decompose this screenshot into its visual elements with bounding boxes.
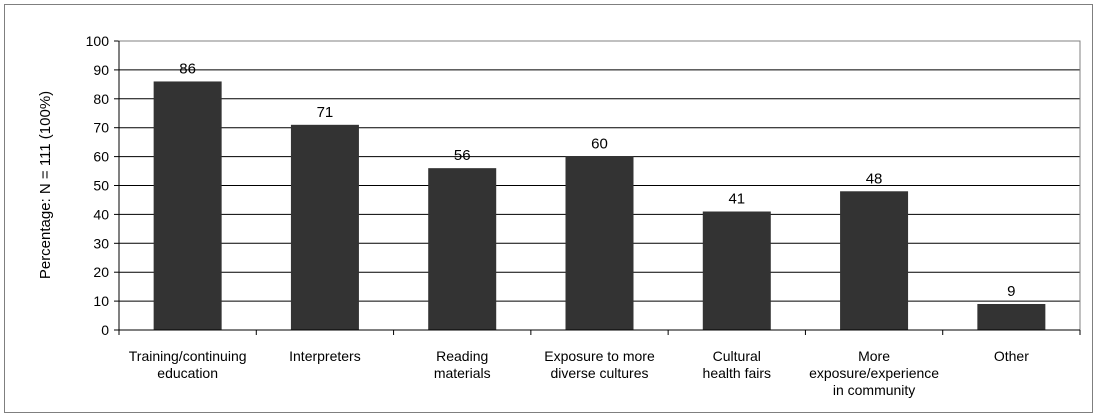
y-tick-label: 90 <box>93 62 109 78</box>
bar <box>840 191 909 330</box>
bar <box>290 124 359 330</box>
data-label: 86 <box>179 60 196 77</box>
y-tick-label: 70 <box>93 120 109 136</box>
bar <box>153 81 222 331</box>
y-tick-labels: 0 10 20 30 40 50 60 70 80 90 100 <box>86 33 110 338</box>
y-tick-label: 60 <box>93 149 109 165</box>
y-tick-label: 0 <box>101 322 109 338</box>
category-label: Reading <box>436 348 488 364</box>
category-label: More <box>858 348 890 364</box>
y-tick-label: 50 <box>93 178 109 194</box>
y-tick-label: 20 <box>93 264 109 280</box>
category-label: health fairs <box>703 365 771 381</box>
data-label: 71 <box>317 104 334 121</box>
bar <box>565 156 634 330</box>
category-label: Interpreters <box>289 348 361 364</box>
category-label: exposure/experience <box>809 365 939 381</box>
category-label: Other <box>994 348 1029 364</box>
category-label: Training/continuing <box>129 348 247 364</box>
y-tick-label: 100 <box>86 33 110 49</box>
axes <box>114 40 1081 335</box>
data-labels: 86 71 56 60 41 48 9 <box>179 60 1015 300</box>
data-label: 60 <box>591 136 608 153</box>
bars <box>153 81 1046 331</box>
bar <box>702 211 771 330</box>
category-label: diverse cultures <box>550 365 648 381</box>
bar <box>977 303 1046 330</box>
data-label: 48 <box>866 170 883 187</box>
data-label: 56 <box>454 147 471 164</box>
category-label: education <box>157 365 218 381</box>
y-tick-label: 80 <box>93 91 109 107</box>
y-tick-label: 40 <box>93 206 109 222</box>
y-tick-label: 30 <box>93 235 109 251</box>
y-axis-label: Percentage: N = 111 (100%) <box>37 91 54 279</box>
data-label: 41 <box>728 191 745 208</box>
category-label: in community <box>833 382 915 398</box>
category-label: materials <box>434 365 491 381</box>
data-label: 9 <box>1007 283 1015 300</box>
category-label: Exposure to more <box>544 348 655 364</box>
y-tick-label: 10 <box>93 293 109 309</box>
category-label: Cultural <box>713 348 761 364</box>
bar <box>428 168 497 330</box>
